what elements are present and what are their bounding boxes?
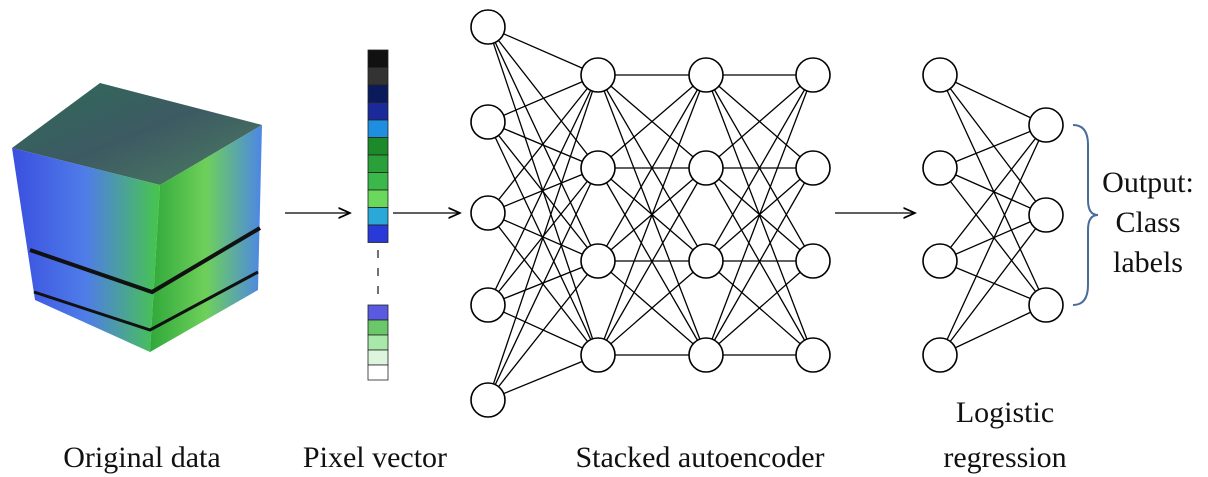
vector-cell <box>368 225 388 243</box>
neuron <box>581 244 615 278</box>
data-cube <box>12 83 262 352</box>
neuron <box>689 244 723 278</box>
caption: Original data <box>63 441 220 474</box>
vector-cell <box>368 305 388 320</box>
edge <box>488 27 598 75</box>
edge <box>488 355 598 400</box>
edge <box>488 261 598 400</box>
vector-cell <box>368 350 388 365</box>
neuron <box>1029 108 1063 142</box>
page: Output: Class labels Original data Pixel… <box>0 0 1208 477</box>
edge <box>488 27 598 168</box>
vector-cell <box>368 320 388 335</box>
pixel-vector <box>368 50 388 380</box>
neuron <box>581 151 615 185</box>
vector-cell <box>368 155 388 173</box>
caption: Stacked autoencoder <box>575 441 824 474</box>
neuron <box>923 244 957 278</box>
vector-cell <box>368 335 388 350</box>
brace <box>1073 125 1098 305</box>
edge <box>488 75 598 122</box>
neuron <box>796 338 830 372</box>
vector-cell <box>368 173 388 191</box>
neuron <box>581 58 615 92</box>
neuron <box>923 151 957 185</box>
vector-cell <box>368 365 388 380</box>
neuron <box>689 151 723 185</box>
vector-cell <box>368 68 388 86</box>
neuron <box>471 10 505 44</box>
vector-cell <box>368 120 388 138</box>
vector-cell <box>368 208 388 226</box>
vector-cell <box>368 103 388 121</box>
neuron <box>796 58 830 92</box>
vector-cell <box>368 138 388 156</box>
neuron <box>689 338 723 372</box>
neuron <box>689 58 723 92</box>
edge <box>488 75 598 305</box>
neuron <box>471 196 505 230</box>
neuron <box>923 58 957 92</box>
neuron <box>796 244 830 278</box>
vector-cell <box>368 85 388 103</box>
neuron <box>796 151 830 185</box>
caption: Pixel vector <box>303 441 447 474</box>
vector-cell <box>368 190 388 208</box>
neuron <box>581 338 615 372</box>
vector-cell <box>368 50 388 68</box>
neuron <box>1029 288 1063 322</box>
neuron <box>1029 198 1063 232</box>
neuron <box>471 383 505 417</box>
caption: regression <box>943 441 1066 474</box>
network <box>471 10 1063 417</box>
output-label: Output: <box>1102 166 1194 199</box>
caption: Logistic <box>956 396 1054 429</box>
edge <box>940 75 1046 305</box>
neuron <box>471 288 505 322</box>
neuron <box>471 105 505 139</box>
output-label: labels <box>1113 246 1183 279</box>
output-label: Class <box>1115 206 1180 239</box>
neuron <box>923 338 957 372</box>
diagram: Output: Class labels Original data Pixel… <box>0 0 1208 477</box>
